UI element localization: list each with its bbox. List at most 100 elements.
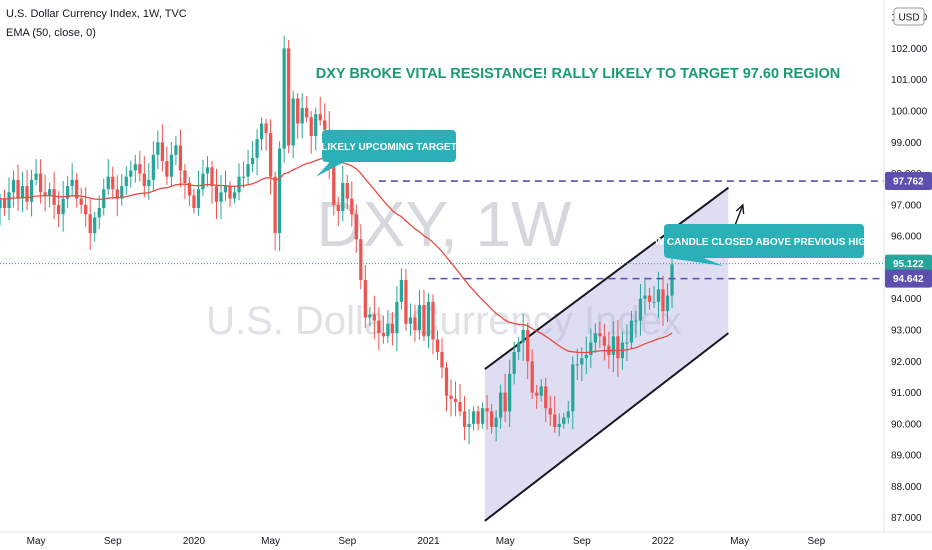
- candle: [336, 196, 340, 227]
- candle-body: [336, 204, 340, 212]
- candle: [305, 96, 309, 123]
- candle-body: [535, 392, 539, 396]
- candle-body: [480, 408, 485, 424]
- candle-body: [138, 164, 142, 174]
- candle: [368, 306, 372, 327]
- candle: [102, 178, 106, 216]
- candle-body: [0, 198, 2, 208]
- candle-body: [584, 355, 588, 359]
- candle-body: [575, 364, 579, 366]
- candle: [232, 186, 237, 204]
- candle-body: [363, 279, 367, 318]
- x-tick-label: Sep: [807, 536, 825, 547]
- candle-body: [426, 301, 431, 337]
- candle: [625, 324, 629, 361]
- candle-body: [79, 198, 83, 205]
- candle: [494, 410, 498, 442]
- candle: [363, 265, 367, 329]
- candle-body: [38, 173, 43, 193]
- candle-body: [178, 145, 183, 171]
- candle-body: [241, 176, 246, 178]
- x-tick-label: May: [27, 536, 46, 547]
- candle: [34, 159, 38, 186]
- channel-fill: [484, 187, 729, 521]
- candle: [268, 119, 273, 195]
- candle: [345, 174, 349, 209]
- candle-body: [151, 154, 155, 180]
- candle-body: [278, 148, 282, 234]
- candle: [196, 170, 201, 216]
- candle: [408, 303, 413, 336]
- candle-body: [462, 411, 467, 428]
- candle-body: [323, 120, 327, 130]
- target-callout-box: [322, 130, 456, 162]
- y-tick-label: 99.000: [891, 138, 922, 149]
- candle-body: [70, 179, 74, 187]
- candle: [133, 154, 137, 183]
- candle-body: [201, 173, 205, 190]
- candle: [517, 336, 521, 360]
- candle-body: [395, 301, 399, 334]
- candle: [643, 277, 647, 315]
- currency-button[interactable]: USD: [893, 7, 925, 26]
- candle-body: [183, 170, 187, 183]
- candle-body: [417, 304, 422, 331]
- candle: [61, 181, 65, 232]
- y-tick-label: 97.000: [891, 200, 922, 211]
- candle-body: [444, 367, 449, 396]
- candle: [530, 349, 534, 400]
- candle-body: [494, 417, 498, 428]
- channel-upper-line: [484, 186, 729, 370]
- candle: [201, 159, 205, 196]
- candle-body: [598, 333, 602, 337]
- candle-body: [526, 330, 530, 362]
- candle: [88, 199, 92, 251]
- drawings: LIKELY UPCOMING TARGET W CANDLE CLOSED AB…: [0, 130, 884, 280]
- candle: [399, 268, 404, 310]
- candle: [616, 319, 620, 377]
- candle: [115, 175, 119, 217]
- candle-body: [512, 351, 516, 374]
- headline-annotation: DXY BROKE VITAL RESISTANCE! RALLY LIKELY…: [316, 66, 841, 82]
- candle: [548, 395, 552, 426]
- candle-body: [20, 186, 25, 199]
- candle: [192, 188, 196, 214]
- candle: [20, 171, 25, 213]
- target-callout-text: LIKELY UPCOMING TARGET: [321, 142, 456, 153]
- candle-body: [296, 98, 300, 124]
- candle: [503, 373, 507, 423]
- candle: [566, 400, 570, 424]
- candle-body: [291, 98, 295, 146]
- candle: [84, 186, 88, 227]
- candle-body: [359, 239, 363, 280]
- indicator-label[interactable]: EMA (50, close, 0): [6, 27, 96, 39]
- candle-body: [129, 170, 133, 177]
- candle-body: [381, 333, 385, 337]
- candle: [526, 323, 530, 380]
- candle-body: [2, 198, 7, 208]
- y-tick-label: 94.000: [891, 294, 922, 305]
- candle-body: [61, 198, 65, 215]
- candle: [169, 141, 174, 187]
- candle-body: [377, 320, 381, 334]
- candle-body: [652, 301, 656, 303]
- x-tick-label: Sep: [573, 536, 591, 547]
- candle-body: [169, 154, 174, 177]
- candle: [553, 395, 557, 433]
- y-tick-label: 100.000: [891, 106, 928, 117]
- candle-body: [29, 179, 34, 202]
- candle-body: [255, 139, 259, 158]
- candle: [156, 130, 160, 170]
- candle: [183, 164, 187, 200]
- candle-body: [268, 132, 273, 177]
- candle: [210, 160, 214, 204]
- candle-body: [142, 173, 146, 187]
- candle-body: [75, 179, 79, 199]
- candle: [602, 323, 606, 361]
- candle-body: [544, 386, 548, 409]
- candle: [124, 166, 128, 195]
- candle-body: [408, 317, 413, 324]
- candle-body: [300, 107, 304, 124]
